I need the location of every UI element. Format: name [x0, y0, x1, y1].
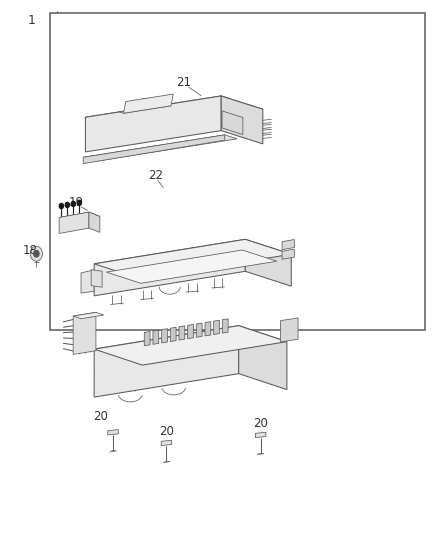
Polygon shape	[106, 250, 277, 284]
Polygon shape	[73, 312, 96, 354]
Polygon shape	[223, 319, 228, 333]
Polygon shape	[94, 239, 291, 279]
Text: 20: 20	[93, 410, 108, 423]
Polygon shape	[239, 326, 287, 390]
Polygon shape	[153, 330, 159, 344]
Circle shape	[77, 200, 81, 205]
Polygon shape	[85, 96, 221, 152]
Text: 20: 20	[159, 425, 174, 438]
Polygon shape	[205, 321, 211, 336]
Text: 19: 19	[69, 196, 84, 209]
Text: 18: 18	[22, 244, 37, 257]
Polygon shape	[282, 239, 294, 249]
Polygon shape	[89, 212, 100, 232]
Polygon shape	[281, 318, 298, 342]
Polygon shape	[81, 270, 95, 293]
Polygon shape	[108, 430, 118, 435]
Text: 20: 20	[253, 417, 268, 430]
Polygon shape	[83, 135, 237, 161]
Polygon shape	[73, 312, 104, 319]
Circle shape	[30, 246, 42, 261]
Polygon shape	[83, 135, 225, 164]
Polygon shape	[162, 329, 167, 343]
Polygon shape	[255, 432, 266, 438]
Polygon shape	[161, 440, 172, 446]
Polygon shape	[221, 96, 263, 144]
Text: 21: 21	[177, 76, 191, 89]
Polygon shape	[124, 94, 173, 113]
Polygon shape	[196, 323, 202, 337]
Polygon shape	[119, 104, 171, 113]
Polygon shape	[245, 239, 291, 286]
Polygon shape	[214, 320, 219, 335]
Polygon shape	[94, 326, 239, 397]
Polygon shape	[91, 270, 102, 287]
Polygon shape	[94, 239, 245, 296]
Polygon shape	[179, 326, 185, 340]
Polygon shape	[222, 111, 243, 134]
Polygon shape	[85, 96, 263, 131]
Polygon shape	[187, 325, 194, 338]
Polygon shape	[59, 212, 100, 222]
Circle shape	[34, 251, 39, 257]
Text: 1: 1	[28, 14, 36, 27]
Circle shape	[65, 203, 70, 207]
Text: 22: 22	[148, 169, 163, 182]
Polygon shape	[282, 249, 294, 259]
Polygon shape	[59, 212, 89, 233]
Polygon shape	[144, 332, 150, 346]
Circle shape	[59, 204, 64, 208]
Polygon shape	[94, 326, 287, 365]
Circle shape	[71, 201, 75, 206]
Polygon shape	[170, 327, 176, 342]
